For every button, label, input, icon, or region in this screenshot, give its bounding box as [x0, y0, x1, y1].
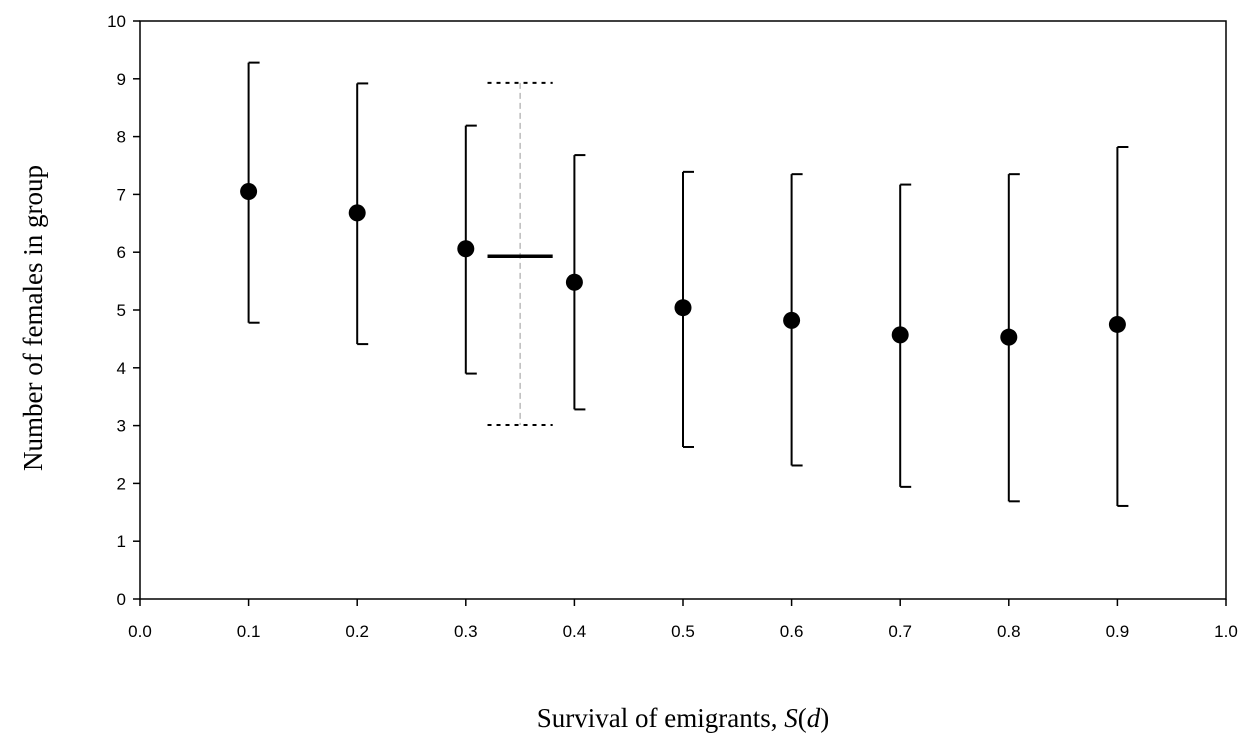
- data-point: [1000, 328, 1018, 346]
- reference-range: [487, 81, 553, 427]
- data-point: [1108, 315, 1126, 333]
- x-axis-ticks: 0.0 0.1 0.2 0.3 0.4 0.5 0.6 0.7 0.8 0.9 1.0: [128, 599, 1238, 641]
- y-tick-label: 1: [117, 532, 126, 551]
- data-point: [240, 183, 258, 201]
- x-tick-label: 0.7: [888, 622, 912, 641]
- x-tick-label: 0.5: [671, 622, 695, 641]
- y-tick-label: 3: [117, 417, 126, 436]
- x-axis-title: Survival of emigrants, S(d): [537, 703, 829, 733]
- y-tick-label: 5: [117, 301, 126, 320]
- data-point: [674, 299, 692, 317]
- x-tick-label: 0.6: [780, 622, 804, 641]
- x-tick-label: 0.9: [1106, 622, 1130, 641]
- x-tick-label: 0.3: [454, 622, 478, 641]
- y-tick-label: 7: [117, 185, 126, 204]
- data-point: [457, 240, 475, 258]
- data-point: [348, 204, 366, 222]
- x-tick-label: 0.0: [128, 622, 152, 641]
- y-tick-label: 2: [117, 474, 126, 493]
- x-tick-label: 1.0: [1214, 622, 1238, 641]
- y-tick-label: 10: [107, 12, 126, 31]
- y-tick-label: 8: [117, 128, 126, 147]
- x-tick-label: 0.2: [345, 622, 369, 641]
- y-tick-label: 4: [117, 359, 126, 378]
- y-tick-label: 9: [117, 70, 126, 89]
- y-axis-title: Number of females in group: [18, 165, 48, 471]
- y-tick-label: 0: [117, 590, 126, 609]
- x-tick-label: 0.8: [997, 622, 1021, 641]
- y-tick-label: 6: [117, 243, 126, 262]
- data-point: [891, 326, 909, 344]
- y-axis-ticks: 0 1 2 3 4 5 6 7 8 9 10: [107, 12, 140, 609]
- data-point: [565, 273, 583, 291]
- x-tick-label: 0.1: [237, 622, 261, 641]
- data-points: [240, 183, 1126, 346]
- x-tick-label: 0.4: [563, 622, 587, 641]
- data-point: [783, 311, 801, 329]
